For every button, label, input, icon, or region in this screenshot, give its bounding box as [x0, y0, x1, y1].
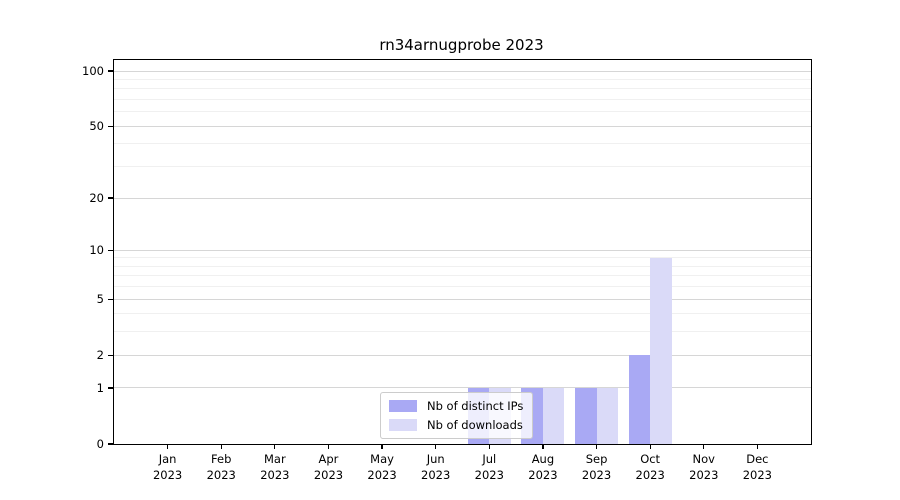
x-tick-label: Apr 2023 — [313, 452, 344, 482]
y-tick-label: 5 — [96, 292, 104, 307]
gridline-minor — [114, 143, 811, 145]
x-tick-label: Sep 2023 — [581, 452, 612, 482]
legend-swatch-distinct-ips — [389, 400, 417, 412]
y-tick-mark — [108, 387, 114, 389]
y-tick-mark — [108, 298, 114, 300]
x-tick-mark — [327, 444, 330, 449]
x-tick-label: Oct 2023 — [635, 452, 665, 482]
y-tick-label: 1 — [96, 380, 104, 395]
x-tick-mark — [595, 444, 598, 449]
gridline-major — [114, 70, 811, 72]
legend: Nb of distinct IPs Nb of downloads — [380, 392, 534, 439]
x-tick-label: Aug 2023 — [528, 452, 558, 482]
gridline-minor — [114, 166, 811, 168]
x-tick-mark — [435, 444, 437, 449]
y-tick-label: 100 — [82, 64, 104, 79]
gridline-minor — [114, 331, 811, 333]
x-tick-mark — [488, 444, 490, 449]
bar — [542, 387, 565, 444]
x-tick-label: Feb 2023 — [206, 452, 236, 482]
y-tick-mark — [108, 443, 114, 445]
x-tick-label: Jul 2023 — [474, 452, 504, 482]
gridline-minor — [114, 111, 811, 113]
y-tick-label: 20 — [89, 191, 104, 205]
y-tick-label: 10 — [89, 243, 104, 258]
y-tick-mark — [108, 249, 114, 251]
x-tick-label: Jun 2023 — [421, 452, 451, 482]
x-tick-mark — [756, 444, 758, 449]
legend-swatch-downloads — [389, 419, 417, 431]
y-tick-label: 2 — [96, 348, 104, 363]
plot-area: Nb of distinct IPs Nb of downloads 0 1 2 5 1… — [82, 59, 812, 482]
y-tick-mark — [108, 125, 114, 127]
gridline-major — [114, 197, 811, 199]
x-tick-mark — [649, 444, 651, 449]
gridline-minor — [114, 265, 811, 267]
gridline-minor — [114, 257, 811, 259]
gridline-major — [114, 125, 811, 127]
y-tick-label: 50 — [89, 119, 104, 134]
bar — [596, 387, 618, 444]
x-tick-label: May 2023 — [367, 452, 397, 482]
x-tick-mark — [703, 444, 705, 449]
y-tick-label: 0 — [96, 437, 104, 451]
gridline-minor — [114, 286, 811, 288]
legend-label-downloads: Nb of downloads — [427, 418, 523, 432]
gridline-minor — [114, 79, 811, 81]
gridline-minor — [114, 313, 811, 315]
gridline-major — [114, 298, 811, 300]
bar — [628, 355, 651, 444]
x-tick-label: Dec 2023 — [742, 452, 773, 482]
y-tick-mark — [108, 354, 114, 356]
x-tick-mark — [167, 444, 169, 449]
gridline-minor — [114, 88, 811, 90]
chart-title: rn34arnugprobe 2023 — [379, 36, 544, 54]
x-tick-mark — [274, 444, 276, 449]
x-tick-label: Nov 2023 — [689, 452, 719, 482]
x-tick-label: Jan 2023 — [152, 452, 183, 482]
legend-item-downloads: Nb of downloads — [389, 418, 523, 432]
y-tick-mark — [108, 70, 114, 72]
legend-item-distinct-ips: Nb of distinct IPs — [389, 399, 523, 413]
y-tick-mark — [108, 197, 114, 199]
x-tick-mark — [542, 444, 544, 449]
gridline-major — [114, 354, 811, 356]
x-tick-mark — [381, 444, 383, 449]
gridline-minor — [114, 99, 811, 101]
x-tick-label: Mar 2023 — [260, 452, 290, 482]
legend-label-distinct-ips: Nb of distinct IPs — [427, 399, 524, 413]
bar — [650, 257, 672, 444]
bar — [575, 387, 597, 444]
gridline-minor — [114, 275, 811, 277]
x-tick-mark — [220, 444, 222, 449]
gridline-major — [114, 387, 811, 389]
gridline-major — [114, 249, 811, 251]
